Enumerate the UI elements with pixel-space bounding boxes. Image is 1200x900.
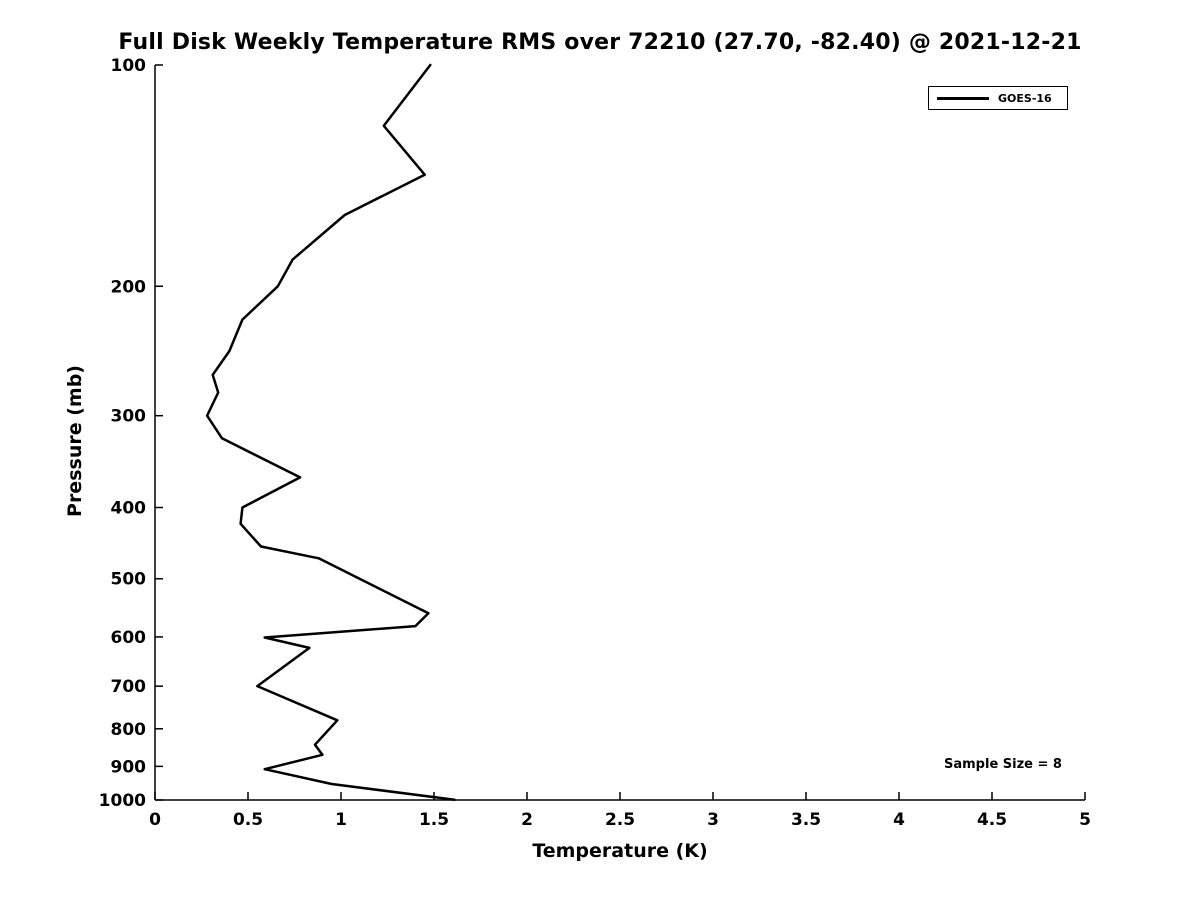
x-tick-label: 4.5 [977,810,1007,830]
y-tick-label: 900 [111,757,147,777]
y-tick-label: 1000 [99,791,146,811]
x-tick-label: 4 [893,810,905,830]
x-tick-label: 3 [707,810,719,830]
legend-series-label: GOES-16 [998,91,1052,105]
y-tick-label: 200 [111,277,147,297]
x-tick-label: 2 [521,810,533,830]
x-tick-label: 0.5 [233,810,263,830]
y-tick-label: 400 [111,499,147,519]
x-tick-label: 3.5 [791,810,821,830]
y-tick-label: 800 [111,720,147,740]
rms-curve [205,63,456,801]
x-tick-label: 1.5 [419,810,449,830]
y-tick-label: 700 [111,677,147,697]
legend: GOES-16 [928,86,1068,110]
x-axis-label: Temperature (K) [532,840,708,862]
y-tick-label: 100 [111,56,147,76]
x-tick-label: 0 [149,810,161,830]
x-tick-label: 5 [1079,810,1091,830]
legend-line-sample-icon [937,96,989,100]
y-tick-label: 300 [111,407,147,427]
y-tick-label: 600 [111,628,147,648]
y-tick-label: 500 [111,570,147,590]
x-tick-label: 2.5 [605,810,635,830]
chart-title: Full Disk Weekly Temperature RMS over 72… [118,30,1082,55]
x-tick-label: 1 [335,810,347,830]
sample-size-annotation: Sample Size = 8 [944,757,1062,772]
